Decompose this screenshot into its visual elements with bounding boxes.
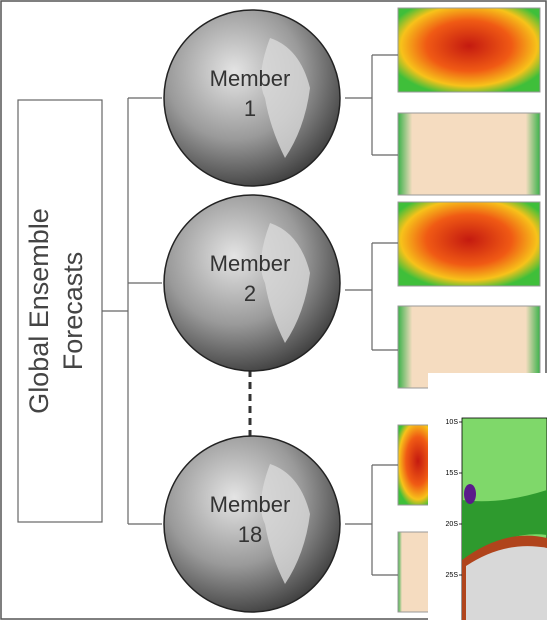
- thumb-heat: [398, 8, 540, 92]
- member-name: Member: [210, 66, 291, 91]
- member-number: 2: [244, 281, 256, 306]
- lat-label: 10S: [446, 419, 459, 426]
- member-name: Member: [210, 492, 291, 517]
- title-line: Forecasts: [58, 252, 88, 371]
- title-line: Global Ensemble: [24, 208, 54, 414]
- inset-map: 10S15S20S25S30S: [428, 373, 547, 620]
- inset-blob: [464, 484, 476, 504]
- lat-label: 15S: [446, 470, 459, 477]
- lat-label: 20S: [446, 521, 459, 528]
- member-number: 18: [238, 522, 262, 547]
- thumb-edge: [398, 113, 540, 195]
- thumb-heat: [398, 202, 540, 286]
- page: {"title_box": {"lines": ["Global Ensembl…: [0, 0, 547, 620]
- member-name: Member: [210, 251, 291, 276]
- lat-label: 25S: [446, 572, 459, 579]
- globes: Member 1 Member 2 Member 18: [164, 10, 340, 612]
- member-number: 1: [244, 96, 256, 121]
- diagram: Global Ensemble Forecasts Member 1 Member 2…: [0, 0, 547, 620]
